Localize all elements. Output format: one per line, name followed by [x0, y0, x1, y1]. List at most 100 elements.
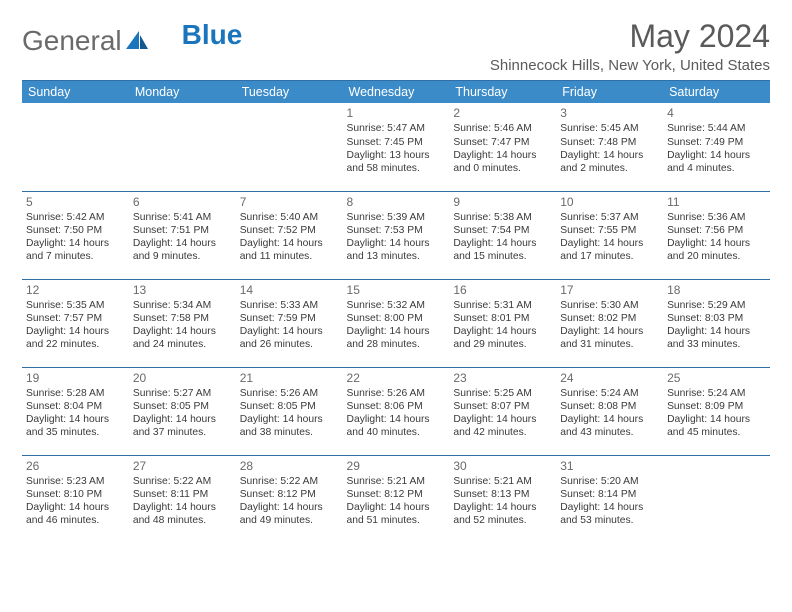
sunrise-text: Sunrise: 5:21 AM	[347, 475, 446, 488]
sunset-text: Sunset: 8:11 PM	[133, 488, 232, 501]
sunset-text: Sunset: 7:48 PM	[560, 136, 659, 149]
calendar-cell: 9Sunrise: 5:38 AMSunset: 7:54 PMDaylight…	[449, 191, 556, 279]
sunrise-text: Sunrise: 5:47 AM	[347, 122, 446, 135]
title-block: May 2024 Shinnecock Hills, New York, Uni…	[490, 18, 770, 74]
day-number: 23	[453, 371, 552, 386]
day-number: 18	[667, 283, 766, 298]
sunrise-text: Sunrise: 5:39 AM	[347, 211, 446, 224]
calendar-row: 5Sunrise: 5:42 AMSunset: 7:50 PMDaylight…	[22, 191, 770, 279]
day-number: 7	[240, 195, 339, 210]
calendar-cell: 7Sunrise: 5:40 AMSunset: 7:52 PMDaylight…	[236, 191, 343, 279]
logo: General Blue	[22, 18, 242, 58]
day-number: 3	[560, 106, 659, 121]
daylight-text: Daylight: 14 hours and 45 minutes.	[667, 413, 766, 439]
calendar-table: Sunday Monday Tuesday Wednesday Thursday…	[22, 81, 770, 543]
day-number: 25	[667, 371, 766, 386]
header: General Blue May 2024 Shinnecock Hills, …	[22, 18, 770, 74]
daylight-text: Daylight: 14 hours and 52 minutes.	[453, 501, 552, 527]
sunset-text: Sunset: 8:10 PM	[26, 488, 125, 501]
sunrise-text: Sunrise: 5:44 AM	[667, 122, 766, 135]
dow-tuesday: Tuesday	[236, 81, 343, 103]
daylight-text: Daylight: 14 hours and 9 minutes.	[133, 237, 232, 263]
daylight-text: Daylight: 14 hours and 20 minutes.	[667, 237, 766, 263]
calendar-cell: 8Sunrise: 5:39 AMSunset: 7:53 PMDaylight…	[343, 191, 450, 279]
sunset-text: Sunset: 7:49 PM	[667, 136, 766, 149]
sunrise-text: Sunrise: 5:28 AM	[26, 387, 125, 400]
calendar-row: 12Sunrise: 5:35 AMSunset: 7:57 PMDayligh…	[22, 279, 770, 367]
sunset-text: Sunset: 7:53 PM	[347, 224, 446, 237]
calendar-cell: 10Sunrise: 5:37 AMSunset: 7:55 PMDayligh…	[556, 191, 663, 279]
calendar-cell: 27Sunrise: 5:22 AMSunset: 8:11 PMDayligh…	[129, 455, 236, 543]
sunrise-text: Sunrise: 5:24 AM	[560, 387, 659, 400]
day-number: 24	[560, 371, 659, 386]
sunset-text: Sunset: 8:09 PM	[667, 400, 766, 413]
sunrise-text: Sunrise: 5:24 AM	[667, 387, 766, 400]
calendar-cell: 22Sunrise: 5:26 AMSunset: 8:06 PMDayligh…	[343, 367, 450, 455]
calendar-cell: 13Sunrise: 5:34 AMSunset: 7:58 PMDayligh…	[129, 279, 236, 367]
daylight-text: Daylight: 14 hours and 24 minutes.	[133, 325, 232, 351]
sunset-text: Sunset: 8:07 PM	[453, 400, 552, 413]
sunrise-text: Sunrise: 5:25 AM	[453, 387, 552, 400]
calendar-cell: 17Sunrise: 5:30 AMSunset: 8:02 PMDayligh…	[556, 279, 663, 367]
sunrise-text: Sunrise: 5:26 AM	[347, 387, 446, 400]
sunrise-text: Sunrise: 5:34 AM	[133, 299, 232, 312]
sunset-text: Sunset: 8:05 PM	[133, 400, 232, 413]
calendar-cell: 16Sunrise: 5:31 AMSunset: 8:01 PMDayligh…	[449, 279, 556, 367]
sunset-text: Sunset: 8:13 PM	[453, 488, 552, 501]
day-number: 10	[560, 195, 659, 210]
calendar-cell: 31Sunrise: 5:20 AMSunset: 8:14 PMDayligh…	[556, 455, 663, 543]
day-number: 30	[453, 459, 552, 474]
dow-friday: Friday	[556, 81, 663, 103]
sunrise-text: Sunrise: 5:33 AM	[240, 299, 339, 312]
sunset-text: Sunset: 8:14 PM	[560, 488, 659, 501]
sunrise-text: Sunrise: 5:23 AM	[26, 475, 125, 488]
calendar-cell: 23Sunrise: 5:25 AMSunset: 8:07 PMDayligh…	[449, 367, 556, 455]
dow-wednesday: Wednesday	[343, 81, 450, 103]
day-number: 28	[240, 459, 339, 474]
daylight-text: Daylight: 14 hours and 29 minutes.	[453, 325, 552, 351]
calendar-cell: 11Sunrise: 5:36 AMSunset: 7:56 PMDayligh…	[663, 191, 770, 279]
day-number: 6	[133, 195, 232, 210]
daylight-text: Daylight: 14 hours and 11 minutes.	[240, 237, 339, 263]
calendar-cell: 18Sunrise: 5:29 AMSunset: 8:03 PMDayligh…	[663, 279, 770, 367]
daylight-text: Daylight: 14 hours and 43 minutes.	[560, 413, 659, 439]
day-number: 22	[347, 371, 446, 386]
calendar-row: 26Sunrise: 5:23 AMSunset: 8:10 PMDayligh…	[22, 455, 770, 543]
sunset-text: Sunset: 8:08 PM	[560, 400, 659, 413]
sunrise-text: Sunrise: 5:26 AM	[240, 387, 339, 400]
sunset-text: Sunset: 7:54 PM	[453, 224, 552, 237]
sunset-text: Sunset: 7:56 PM	[667, 224, 766, 237]
sunrise-text: Sunrise: 5:38 AM	[453, 211, 552, 224]
day-number: 19	[26, 371, 125, 386]
day-number: 4	[667, 106, 766, 121]
daylight-text: Daylight: 14 hours and 37 minutes.	[133, 413, 232, 439]
dow-saturday: Saturday	[663, 81, 770, 103]
sunset-text: Sunset: 8:00 PM	[347, 312, 446, 325]
day-number: 27	[133, 459, 232, 474]
sunrise-text: Sunrise: 5:22 AM	[133, 475, 232, 488]
daylight-text: Daylight: 14 hours and 48 minutes.	[133, 501, 232, 527]
sunset-text: Sunset: 7:45 PM	[347, 136, 446, 149]
sunset-text: Sunset: 8:04 PM	[26, 400, 125, 413]
daylight-text: Daylight: 14 hours and 28 minutes.	[347, 325, 446, 351]
calendar-cell	[129, 103, 236, 191]
sunset-text: Sunset: 7:55 PM	[560, 224, 659, 237]
daylight-text: Daylight: 14 hours and 26 minutes.	[240, 325, 339, 351]
day-number: 20	[133, 371, 232, 386]
sunset-text: Sunset: 8:03 PM	[667, 312, 766, 325]
daylight-text: Daylight: 14 hours and 46 minutes.	[26, 501, 125, 527]
calendar-cell	[663, 455, 770, 543]
sunrise-text: Sunrise: 5:42 AM	[26, 211, 125, 224]
sunset-text: Sunset: 7:50 PM	[26, 224, 125, 237]
calendar-cell	[22, 103, 129, 191]
calendar-cell: 29Sunrise: 5:21 AMSunset: 8:12 PMDayligh…	[343, 455, 450, 543]
calendar-cell: 25Sunrise: 5:24 AMSunset: 8:09 PMDayligh…	[663, 367, 770, 455]
calendar-cell: 19Sunrise: 5:28 AMSunset: 8:04 PMDayligh…	[22, 367, 129, 455]
sunrise-text: Sunrise: 5:32 AM	[347, 299, 446, 312]
day-number: 29	[347, 459, 446, 474]
calendar-cell: 24Sunrise: 5:24 AMSunset: 8:08 PMDayligh…	[556, 367, 663, 455]
day-number: 16	[453, 283, 552, 298]
sunset-text: Sunset: 7:52 PM	[240, 224, 339, 237]
month-title: May 2024	[490, 18, 770, 55]
sunset-text: Sunset: 7:58 PM	[133, 312, 232, 325]
